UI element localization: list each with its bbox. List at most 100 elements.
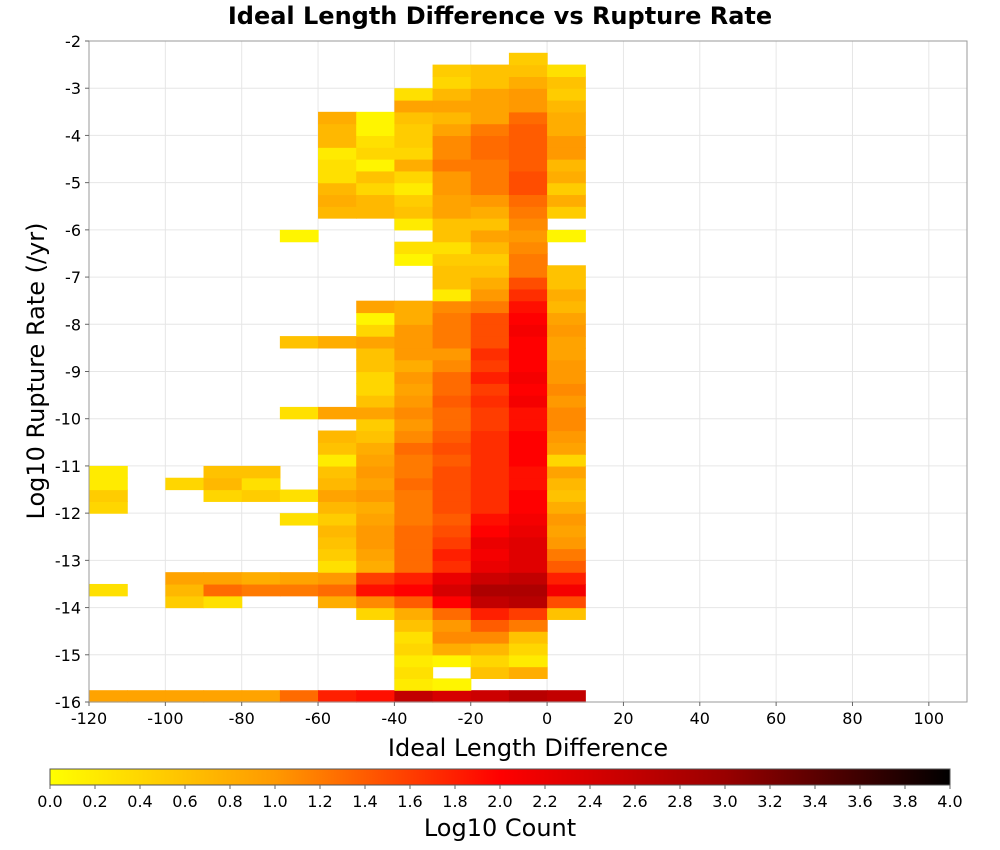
heatmap-cell [432,288,472,302]
heatmap-cell [394,359,434,373]
heatmap-cell [356,430,395,443]
heatmap-cell [394,371,434,384]
x-tick-label: -120 [71,709,107,728]
heatmap-cell [508,513,548,526]
heatmap-cell [241,690,281,703]
heatmap-cell [470,253,510,266]
heatmap-cell [394,477,434,491]
y-axis-label: Log10 Rupture Rate (/yr) [22,223,50,520]
heatmap-cell [508,111,548,125]
chart-title: Ideal Length Difference vs Rupture Rate [228,2,772,30]
heatmap-cell [432,194,472,207]
heatmap-cell [432,654,472,668]
heatmap-cell [432,560,472,573]
heatmap-cell [394,513,434,526]
heatmap-cell [356,501,395,514]
heatmap-cell [508,206,548,219]
heatmap-cell [432,642,472,656]
heatmap-cell [470,536,510,550]
colorbar-tick-label: 2.0 [487,792,512,811]
y-tick-label: -7 [65,268,81,287]
colorbar-tick-label: 0.0 [37,792,62,811]
heatmap-cell [432,312,472,325]
heatmap-cell [470,229,510,243]
heatmap-cell [432,607,472,620]
heatmap-cell [318,524,357,538]
heatmap-cell [356,442,395,455]
heatmap-cell [241,572,281,585]
heatmap-cell [318,194,357,207]
heatmap-cell [547,595,586,609]
heatmap-cell [356,383,395,396]
heatmap-cell [394,430,434,443]
heatmap-cell [394,383,434,396]
heatmap-cell [508,170,548,184]
y-tick-label: -14 [55,599,81,618]
heatmap-cell [547,454,586,467]
y-tick-label: -8 [65,315,81,334]
heatmap-cell [470,666,510,679]
colorbar-tick-label: 3.4 [802,792,827,811]
heatmap-cell [470,100,510,113]
heatmap-cell [547,147,586,160]
heatmap-cell [470,159,510,172]
heatmap-cell [508,52,548,66]
heatmap-cell [356,111,395,125]
heatmap-cell [203,583,243,597]
heatmap-cell [394,347,434,361]
heatmap-cell [547,159,586,172]
heatmap-cell [470,135,510,148]
heatmap-cell [508,218,548,231]
heatmap-cell [394,123,434,137]
heatmap-cell [432,64,472,78]
heatmap-cell [547,513,586,526]
heatmap-cell [432,513,472,526]
heatmap-cell [394,182,434,196]
heatmap-cell [279,489,319,502]
heatmap-cell [547,465,586,479]
y-tick-label: -11 [55,457,81,476]
heatmap-cell [203,690,243,703]
colorbar-tick-label: 3.2 [757,792,782,811]
heatmap-cell [165,595,205,609]
heatmap-cell [547,347,586,361]
heatmap-cell [470,524,510,538]
heatmap-cell [318,477,357,491]
heatmap-cell [279,336,319,349]
heatmap-cell [508,253,548,266]
heatmap-cell [470,418,510,432]
colorbar-tick-label: 1.0 [262,792,287,811]
heatmap-cell [432,430,472,443]
y-tick-label: -10 [55,410,81,429]
heatmap-cells [89,52,586,703]
heatmap-cell [127,690,166,703]
heatmap-cell [508,76,548,89]
heatmap-cell [241,489,281,502]
heatmap-cell [394,583,434,597]
heatmap-cell [165,477,205,491]
colorbar-tick-label: 1.6 [397,792,422,811]
heatmap-cell [394,631,434,644]
heatmap-cell [356,371,395,384]
heatmap-cell [547,336,586,349]
heatmap-cell [394,572,434,585]
heatmap-cell [318,111,357,125]
heatmap-cell [547,607,586,620]
heatmap-cell [432,572,472,585]
heatmap-cell [432,383,472,396]
heatmap-cell [89,501,128,514]
heatmap-cell [470,442,510,455]
y-tick-label: -4 [65,126,81,145]
heatmap-cell [318,182,357,196]
heatmap-cell [394,170,434,184]
x-tick-label: 60 [766,709,786,728]
heatmap-cell [547,265,586,278]
heatmap-cell [318,159,357,172]
heatmap-cell [470,147,510,160]
heatmap-cell [470,406,510,420]
heatmap-cell [318,430,357,443]
heatmap-cell [508,182,548,196]
heatmap-cell [470,513,510,526]
heatmap-cell [508,194,548,207]
heatmap-cell [279,513,319,526]
